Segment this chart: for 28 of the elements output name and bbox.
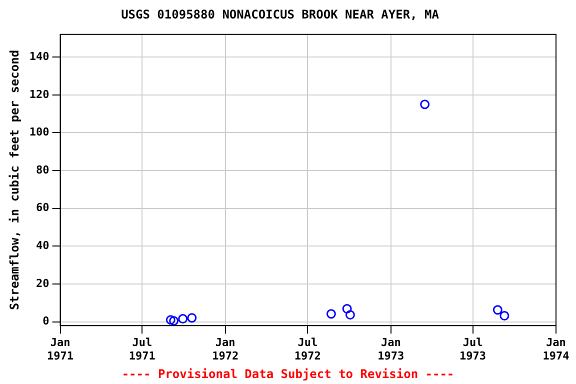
y-axis-title: Streamflow, in cubic feet per second (7, 50, 22, 310)
x-tick-label: Jan 1973 (378, 336, 404, 362)
y-tick-label: 140 (29, 50, 50, 63)
text: ---- Provisional Data Subject to Revision ---- (120, 367, 456, 381)
x-tick-label: Jan 1972 (212, 336, 239, 362)
x-tick-label: Jul 1973 (460, 336, 486, 362)
point (169, 316, 179, 326)
point (326, 309, 336, 319)
point (178, 314, 188, 324)
x-tick-label: Jan 1971 (47, 336, 74, 362)
point (500, 311, 510, 321)
point (492, 305, 502, 315)
x-tick-label: Jul 1971 (128, 336, 156, 362)
x-tick-label: Jan 1974 (542, 336, 570, 362)
y-tick-label: 40 (36, 239, 50, 252)
point (187, 313, 197, 323)
x-tick-label: Jul 1972 (294, 336, 321, 362)
point (420, 100, 430, 110)
y-tick-label: 120 (29, 88, 50, 101)
point (166, 315, 176, 325)
y-tick-label: 0 (42, 314, 50, 328)
chart-title: USGS 01095880 NONACOICUS BROOK NEAR AYER, MA (121, 7, 440, 22)
y-tick-label: 20 (36, 276, 50, 290)
y-tick-label: 100 (29, 126, 50, 139)
point (342, 304, 352, 314)
point (345, 310, 355, 320)
y-tick-label: 60 (36, 201, 50, 214)
y-tick-label: 80 (36, 163, 50, 176)
